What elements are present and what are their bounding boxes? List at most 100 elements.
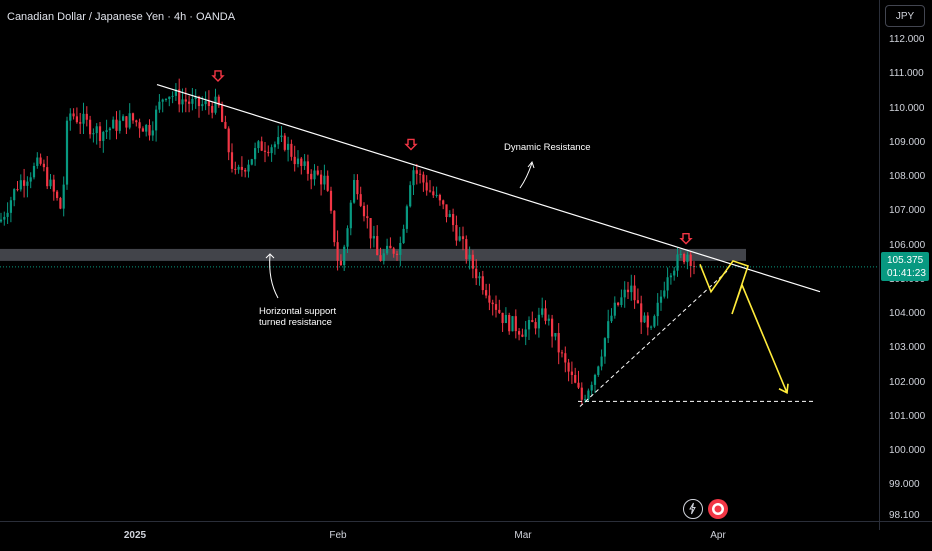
- candle-body: [405, 206, 408, 229]
- candle-body: [636, 300, 639, 304]
- candle-body: [164, 98, 168, 100]
- candle-body: [369, 218, 372, 239]
- candle-body: [534, 322, 537, 329]
- time-tick-label: Apr: [710, 530, 726, 541]
- candle-body: [75, 116, 78, 123]
- projection-arrowhead: [778, 383, 789, 395]
- candle-body: [514, 316, 517, 332]
- candle-body: [98, 126, 102, 141]
- candle-body: [270, 147, 273, 154]
- lightning-icon[interactable]: [683, 499, 703, 519]
- candle-body: [379, 255, 382, 261]
- candle-body: [564, 353, 567, 363]
- candle-body: [191, 98, 194, 104]
- candle-body: [95, 126, 98, 134]
- price-tick-label: 102.000: [889, 376, 926, 388]
- candle-body: [277, 137, 280, 145]
- candle-body: [511, 316, 514, 332]
- candle-body: [254, 148, 257, 160]
- candle-body: [29, 177, 32, 182]
- time-axis[interactable]: [0, 521, 932, 551]
- candle-body: [422, 174, 425, 183]
- candle-body: [82, 113, 85, 124]
- candle-body: [296, 158, 300, 165]
- price-tick-label: 99.000: [889, 479, 920, 491]
- candle-body: [633, 285, 636, 301]
- candle-body: [257, 141, 260, 149]
- reversal-marker-icon: [404, 138, 418, 151]
- candle-body: [42, 163, 45, 168]
- candle-body: [673, 270, 676, 276]
- candle-body: [250, 159, 253, 165]
- candle-body: [465, 239, 468, 260]
- candle-body: [603, 338, 606, 357]
- candle-body: [197, 96, 201, 107]
- candle-body: [501, 312, 504, 324]
- candle-body: [488, 295, 491, 303]
- candle-body: [537, 314, 540, 329]
- candle-body: [9, 200, 12, 213]
- candle-body: [287, 143, 290, 150]
- candle-body: [174, 89, 177, 96]
- candle-body: [0, 219, 3, 222]
- candle-body: [85, 113, 88, 120]
- candle-body: [46, 167, 49, 187]
- candle-body: [567, 362, 570, 372]
- candle-body: [646, 315, 649, 328]
- candle-body: [131, 113, 135, 121]
- candle-body: [102, 131, 105, 141]
- candle-body: [551, 318, 554, 337]
- candle-body: [531, 320, 534, 323]
- price-tick-label: 109.000: [889, 136, 926, 148]
- candle-body: [306, 161, 309, 174]
- candle-body: [13, 189, 16, 201]
- time-tick-label: 2025: [123, 530, 147, 541]
- price-tick-label: 98.100: [889, 510, 920, 522]
- candle-body: [376, 236, 379, 256]
- candle-body: [442, 200, 445, 205]
- candle-body: [425, 182, 428, 191]
- candle-body: [201, 104, 204, 107]
- time-tick-label: Feb: [329, 530, 347, 541]
- support-pointer-head: [265, 253, 275, 259]
- candle-body: [399, 242, 402, 255]
- candle-body: [353, 179, 356, 203]
- candle-body: [168, 96, 171, 99]
- candle-body: [300, 158, 303, 166]
- axis-settings-corner[interactable]: [880, 531, 930, 550]
- drawings-layer: [0, 70, 879, 407]
- candle-body: [494, 304, 498, 310]
- candle-body: [263, 150, 267, 152]
- candle-body: [273, 144, 276, 148]
- candle-body: [386, 245, 389, 254]
- dynamic-resistance-pointer-head: [527, 160, 535, 169]
- price-tick-label: 111.000: [889, 68, 924, 80]
- price-tick-label: 106.000: [889, 239, 926, 251]
- candle-body: [392, 248, 395, 254]
- candle-body: [554, 333, 557, 337]
- candle-body: [108, 128, 111, 131]
- candle-body: [240, 166, 243, 170]
- candle-body: [122, 116, 125, 121]
- candle-body: [428, 190, 432, 192]
- price-tick-label: 108.000: [889, 171, 926, 182]
- currency-button[interactable]: JPY: [885, 5, 925, 27]
- candle-body: [267, 151, 270, 154]
- candle-body: [626, 289, 630, 293]
- candle-body: [260, 141, 263, 151]
- candle-body: [158, 101, 161, 110]
- candle-body: [313, 170, 316, 180]
- candle-body: [666, 277, 669, 291]
- price-axis[interactable]: [879, 0, 932, 530]
- record-icon[interactable]: [708, 499, 728, 519]
- candle-body: [659, 296, 663, 303]
- candle-body: [336, 242, 339, 261]
- candle-body: [19, 180, 22, 190]
- candle-body: [151, 130, 154, 136]
- candle-body: [669, 275, 672, 278]
- candle-body: [343, 246, 346, 266]
- dynamic-resistance-trendline: [156, 83, 821, 293]
- candle-body: [230, 152, 234, 169]
- candle-body: [508, 314, 511, 332]
